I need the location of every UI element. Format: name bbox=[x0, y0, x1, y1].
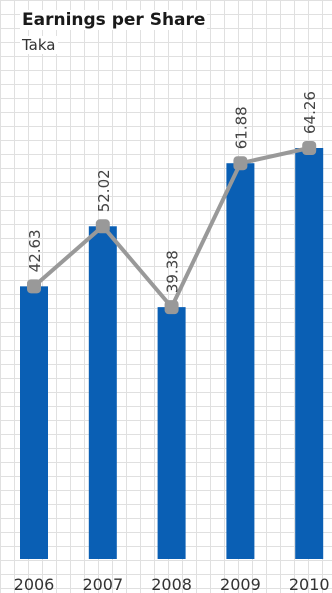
data-label-2006: 42.63 bbox=[26, 229, 44, 272]
x-tick-2006: 2006 bbox=[14, 575, 55, 593]
x-tick-2008: 2008 bbox=[151, 575, 192, 593]
bar-2008 bbox=[157, 307, 186, 559]
line-point-2008 bbox=[164, 300, 179, 315]
x-tick-2009: 2009 bbox=[220, 575, 261, 593]
x-tick-2010: 2010 bbox=[289, 575, 330, 593]
bar-2007 bbox=[88, 226, 117, 560]
data-label-2008: 39.38 bbox=[164, 250, 182, 293]
data-label-2007: 52.02 bbox=[95, 169, 113, 212]
chart-subtitle: Taka bbox=[20, 36, 58, 54]
bar-2006 bbox=[20, 286, 48, 559]
bar-2010 bbox=[295, 148, 324, 559]
data-label-2010: 64.26 bbox=[301, 91, 319, 134]
line-point-2007 bbox=[95, 219, 110, 234]
x-tick-2007: 2007 bbox=[82, 575, 123, 593]
line-point-2010 bbox=[302, 141, 317, 155]
line-point-2006 bbox=[27, 279, 41, 294]
data-label-2009: 61.88 bbox=[232, 106, 250, 149]
bar-2009 bbox=[226, 163, 255, 559]
chart-title: Earnings per Share bbox=[20, 10, 208, 30]
line-point-2009 bbox=[233, 156, 248, 171]
